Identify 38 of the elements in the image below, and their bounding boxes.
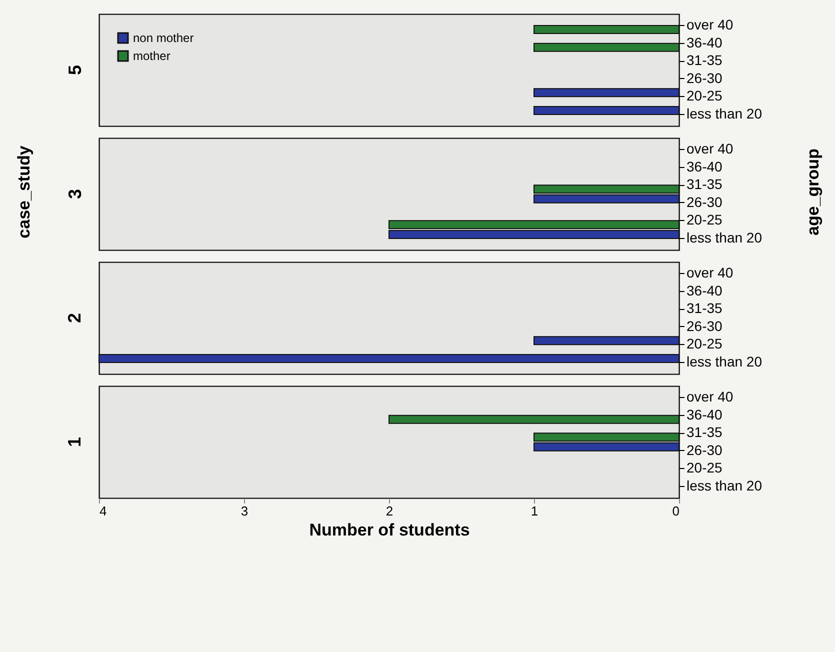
y-tick-label: 36-40 <box>686 282 723 298</box>
x-tick-label: 2 <box>386 504 394 518</box>
text: case_study <box>14 146 34 238</box>
y-tick-label: over 40 <box>686 264 734 281</box>
y-tick-label: 26-30 <box>686 194 723 210</box>
text: 1 <box>64 436 84 448</box>
x-tick-label: 4 <box>100 504 107 518</box>
y-tick-label: 36-40 <box>686 34 723 50</box>
y-tick-label: 20-25 <box>686 212 723 228</box>
y-tick-label: 36-40 <box>686 158 723 174</box>
text: 5 <box>65 64 85 76</box>
y-axis-title: age_group <box>803 148 824 236</box>
legend-label: non mother <box>133 31 194 45</box>
y-tick-label: less than 20 <box>686 105 762 122</box>
y-tick-label: over 40 <box>686 140 734 157</box>
y-tick-label: less than 20 <box>686 477 762 494</box>
y-tick-label: 26-30 <box>686 442 723 458</box>
text: 3 <box>65 188 85 200</box>
text: 2 <box>64 312 84 324</box>
y-tick-label: 36-40 <box>686 406 723 422</box>
y-tick-label: 20-25 <box>686 460 723 476</box>
y-tick-label: over 40 <box>686 388 734 405</box>
y-tick-label: 31-35 <box>686 300 723 316</box>
x-tick-label: 1 <box>530 504 538 518</box>
y-tick-label: less than 20 <box>686 353 762 370</box>
legend-label: mother <box>133 49 170 63</box>
x-tick-label: 3 <box>240 504 248 518</box>
y-tick-label: 26-30 <box>686 70 723 86</box>
y-tick-label: 20-25 <box>686 336 723 352</box>
y-tick-label: 31-35 <box>686 176 723 192</box>
y-tick-label: 31-35 <box>686 424 723 440</box>
y-tick-label: 20-25 <box>686 88 723 104</box>
x-tick-label: 0 <box>672 504 680 518</box>
y-tick-label: 26-30 <box>686 318 723 334</box>
y-tick-label: over 40 <box>686 16 734 33</box>
x-axis-title: Number of students <box>309 520 470 540</box>
y-tick-label: 31-35 <box>686 52 723 68</box>
y-tick-label: less than 20 <box>686 229 762 246</box>
